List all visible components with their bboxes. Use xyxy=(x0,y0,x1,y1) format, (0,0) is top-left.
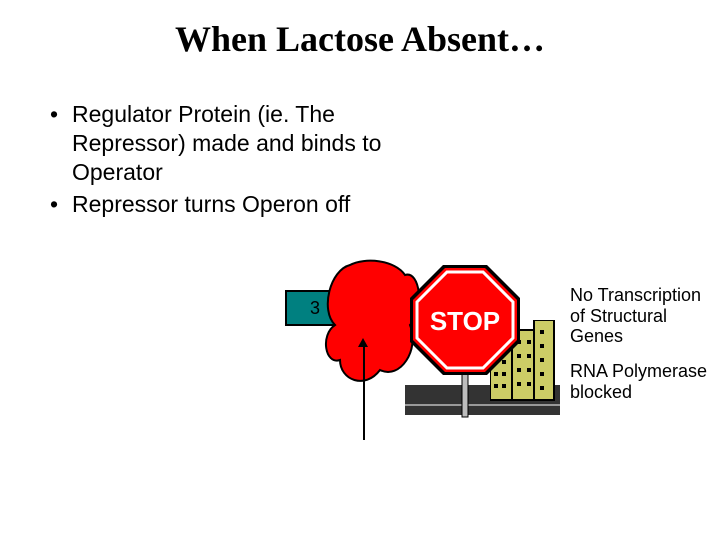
bullet-item: Repressor turns Operon off xyxy=(50,190,390,219)
stop-sign-text: STOP xyxy=(430,306,500,336)
caption-polymerase-blocked: RNA Polymerase blocked xyxy=(570,361,710,402)
slide-title: When Lactose Absent… xyxy=(0,18,720,60)
stop-sign-icon: STOP xyxy=(405,260,535,430)
operon-diagram: 3 xyxy=(275,270,560,470)
bullet-list: Regulator Protein (ie. The Repressor) ma… xyxy=(50,100,390,223)
right-caption: No Transcription of Structural Genes RNA… xyxy=(570,285,710,402)
caption-no-transcription: No Transcription of Structural Genes xyxy=(570,285,710,347)
arrow-head xyxy=(358,338,368,347)
bullet-item: Regulator Protein (ie. The Repressor) ma… xyxy=(50,100,390,186)
arrow-line xyxy=(363,345,365,440)
